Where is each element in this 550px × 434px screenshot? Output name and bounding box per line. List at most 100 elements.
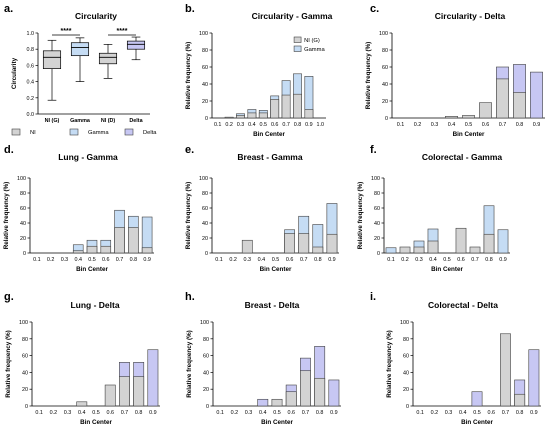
x-tick-label: 0.7 (121, 410, 129, 416)
panel-e: e. Breast - Gamma 0 20 40 60 80 100 Relative fre… (185, 144, 339, 273)
y-tick-label: 100 (199, 31, 208, 37)
y-tick-label: 60 (403, 354, 409, 360)
x-axis-label: Bin Center (453, 131, 485, 138)
x-tick-label: 0.3 (415, 257, 423, 263)
legend-label: Gamma (304, 47, 325, 53)
bar-ni (496, 78, 509, 119)
y-axis-label: Relative frequency (%) (186, 330, 193, 398)
bar-ni (483, 233, 495, 254)
bar-delta (528, 349, 540, 407)
y-tick-label: 100 (400, 320, 409, 326)
bar-gamma (385, 247, 397, 254)
y-tick-label: 100 (200, 320, 209, 326)
x-tick-label: 0.9 (328, 257, 336, 263)
panel-b: b. Circularity - Gamma 0 20 40 60 80 100 Relativ… (185, 3, 333, 138)
y-tick-label: 0.8 (27, 47, 35, 53)
bar-ni (326, 233, 338, 254)
x-tick-label: 0.3 (245, 410, 253, 416)
x-tick-label: 0.9 (499, 257, 507, 263)
bar-delta (257, 398, 269, 407)
y-tick-label: 0.0 (27, 112, 35, 118)
x-tick-label: 0.9 (149, 410, 157, 416)
y-tick-label: 80 (374, 191, 380, 197)
y-tick-label: 0 (25, 404, 28, 410)
bar-ni (247, 112, 257, 119)
bar-ni (141, 247, 153, 254)
x-tick-label: 0.1 (35, 410, 43, 416)
bar-ni (312, 246, 324, 254)
x-tick-label: 0.5 (260, 122, 268, 128)
bar-ni (236, 115, 245, 119)
y-tick-label: 40 (22, 370, 28, 376)
bar-ni (114, 227, 125, 254)
bar-ni (445, 116, 458, 119)
bar-ni (304, 109, 314, 119)
y-tick-label: 80 (22, 337, 28, 343)
bar-ni (479, 102, 492, 119)
y-tick-label: 100 (17, 176, 26, 182)
panel-f: f. Colorectal - Gamma 0 20 40 60 80 100 Relative… (357, 144, 510, 273)
y-tick-label: 40 (20, 221, 26, 227)
x-tick-label: Gamma (70, 118, 91, 124)
bar-ni (462, 115, 475, 119)
bar-ni (500, 333, 511, 407)
y-tick-label: 80 (203, 337, 209, 343)
x-tick-label: 0.8 (485, 257, 493, 263)
x-tick-label: 0.3 (237, 122, 245, 128)
x-tick-label: 0.6 (106, 410, 114, 416)
box-ni (98, 52, 118, 65)
bar-gamma (497, 229, 509, 254)
x-tick-label: 1.0 (317, 122, 325, 128)
y-tick-label: 0 (23, 251, 26, 257)
significance-label: **** (117, 28, 128, 35)
x-tick-label: 0.9 (143, 257, 151, 263)
x-tick-label: 0.5 (443, 257, 451, 263)
x-tick-label: 0.7 (116, 257, 124, 263)
x-axis-label: Bin Center (260, 266, 292, 273)
panel-label: a. (4, 3, 13, 15)
bar-ni (413, 246, 425, 254)
y-tick-label: 60 (374, 206, 380, 212)
y-tick-label: 20 (203, 387, 209, 393)
x-tick-label: 0.9 (530, 410, 538, 416)
x-tick-label: 0.2 (401, 257, 409, 263)
y-tick-label: 0 (205, 116, 208, 122)
panel-label: c. (370, 3, 379, 15)
bar-ni (298, 233, 310, 254)
bar-delta (328, 379, 340, 407)
panel-title: Colorectal - Delta (428, 300, 498, 310)
y-tick-label: 100 (379, 31, 388, 37)
bar-ni (133, 376, 145, 407)
x-tick-label: 0.1 (216, 410, 224, 416)
x-tick-label: 0.5 (273, 410, 281, 416)
bar-ni (224, 116, 234, 119)
bar-ni (469, 246, 481, 254)
y-axis-label: Relative frequency (%) (365, 42, 372, 110)
bar-ni (300, 370, 311, 407)
x-tick-label: 0.2 (225, 122, 233, 128)
x-tick-label: 0.8 (130, 257, 138, 263)
x-tick-label: 0.3 (64, 410, 72, 416)
y-tick-label: 40 (202, 82, 208, 88)
x-tick-label: 0.3 (244, 257, 252, 263)
panel-label: f. (370, 144, 377, 156)
panel-title: Lung - Gamma (58, 152, 118, 162)
y-tick-label: 20 (382, 99, 388, 105)
y-tick-label: 80 (382, 48, 388, 54)
x-tick-label: 0.5 (473, 410, 481, 416)
x-tick-label: 0.9 (305, 122, 313, 128)
y-axis-label: Relative frequency (%) (357, 182, 364, 250)
bar-ni (399, 246, 411, 254)
x-tick-label: 0.2 (231, 410, 239, 416)
panel-title: Circularity - Delta (435, 11, 506, 21)
bar-ni (281, 94, 291, 119)
bar-ni (258, 112, 268, 119)
x-tick-label: 0.8 (516, 410, 524, 416)
y-tick-label: 40 (374, 221, 380, 227)
x-tick-label: 0.6 (286, 257, 294, 263)
x-axis-label: Bin Center (261, 419, 293, 426)
y-tick-label: 80 (20, 191, 26, 197)
y-tick-label: 60 (20, 206, 26, 212)
x-tick-label: 0.9 (533, 122, 541, 128)
bar-delta (471, 391, 483, 407)
